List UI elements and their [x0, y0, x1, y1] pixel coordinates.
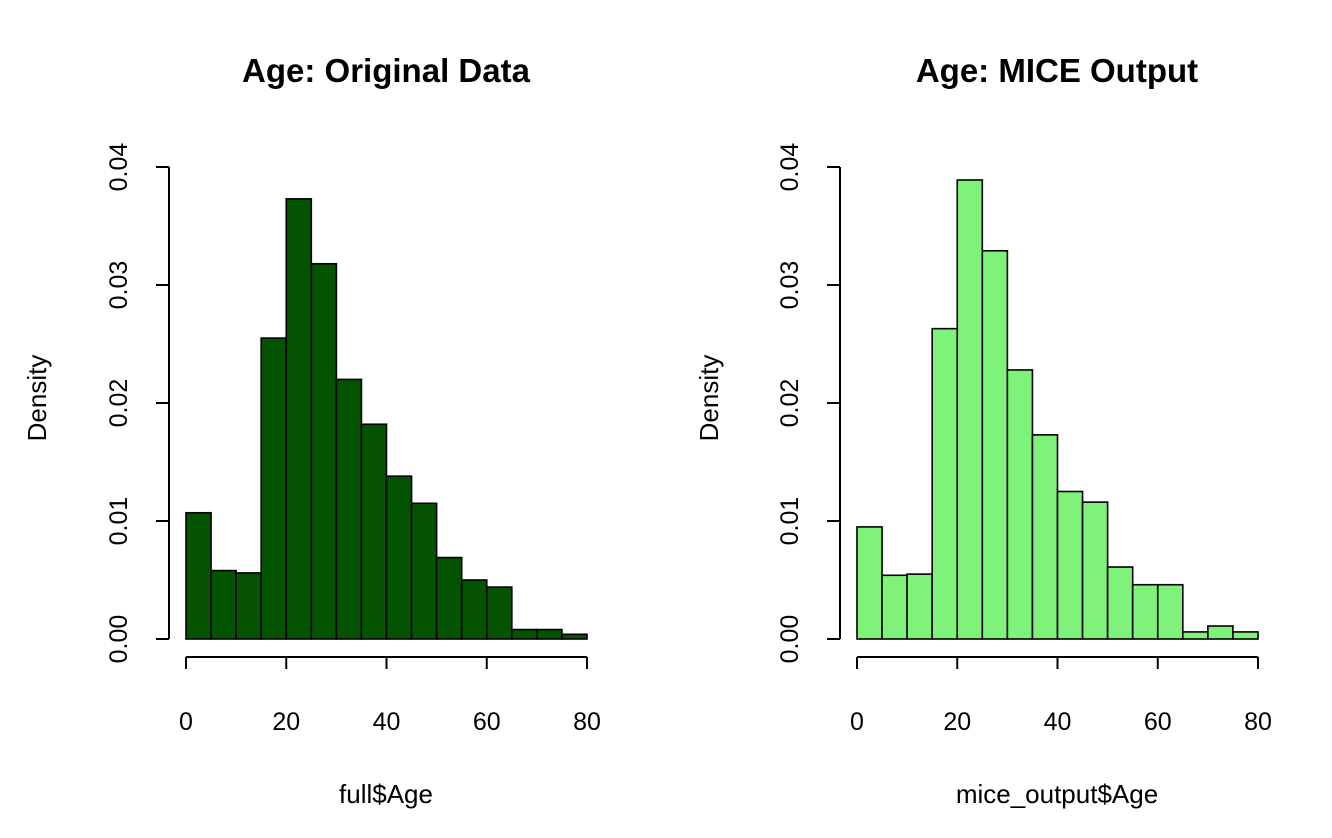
y-tick-label: 0.02 [105, 379, 133, 428]
x-tick-label: 40 [373, 708, 401, 736]
y-tick-label: 0.03 [776, 261, 804, 310]
histogram-bar [310, 262, 338, 640]
panel-original-data: 0.00 0.01 0.02 0.03 0.04 0 20 40 60 80 Age: Origin… [22, 52, 601, 809]
histogram-bar [981, 249, 1009, 640]
y-tick-label: 0.02 [776, 379, 804, 428]
histogram-bar [561, 633, 588, 640]
histogram-bar [460, 579, 488, 640]
chart-title: Age: MICE Output [916, 52, 1198, 89]
y-tick-label: 0.01 [776, 497, 804, 546]
x-tick-label: 20 [272, 708, 300, 736]
histogram-bar [410, 502, 438, 640]
x-tick-label: 80 [573, 708, 601, 736]
histogram-bar [210, 569, 237, 640]
histogram-bar [536, 628, 563, 640]
chart-title: Age: Original Data [242, 52, 531, 89]
y-tick-label: 0.00 [105, 615, 133, 664]
histogram-bar [511, 628, 538, 640]
histogram-bar [931, 327, 959, 640]
histogram-bar [906, 573, 933, 640]
y-axis-label: Density [22, 355, 52, 442]
y-tick-label: 0.01 [105, 497, 133, 546]
histogram-bar [360, 423, 388, 640]
histogram-bar [1006, 369, 1034, 640]
y-tick-label: 0.03 [105, 261, 133, 310]
histogram-bar [956, 179, 984, 640]
histogram-bar [881, 574, 908, 640]
x-tick-label: 60 [1144, 708, 1172, 736]
x-tick-label: 80 [1244, 708, 1272, 736]
histogram-bar [185, 511, 212, 640]
histogram-bar [1056, 490, 1084, 640]
histogram-bar [1131, 583, 1159, 640]
x-tick-label: 40 [1044, 708, 1072, 736]
x-tick-label: 0 [850, 708, 864, 736]
y-axis-label: Density [694, 355, 724, 442]
histogram-bar [260, 337, 288, 640]
histogram-bar [335, 378, 363, 640]
histogram-bar [385, 475, 413, 640]
histogram-bar [285, 198, 313, 640]
y-tick-label: 0.04 [776, 143, 804, 192]
histogram-bar [1081, 501, 1109, 640]
histogram-bar [1232, 631, 1259, 640]
x-axis-label: mice_output$Age [956, 779, 1158, 809]
histogram-bar [485, 586, 513, 640]
histogram-bar [1106, 566, 1134, 640]
histogram-bar [1207, 625, 1234, 640]
histogram-bar [1031, 434, 1059, 640]
panel-mice-output: 0.00 0.01 0.02 0.03 0.04 0 20 40 60 80 Age: MICE O… [694, 52, 1272, 809]
histogram-bar [1182, 631, 1209, 640]
y-tick-label: 0.04 [105, 143, 133, 192]
y-tick-label: 0.00 [776, 615, 804, 664]
histogram-bar [235, 572, 262, 640]
histogram-bar [856, 526, 883, 640]
x-tick-label: 0 [179, 708, 193, 736]
x-tick-label: 60 [473, 708, 501, 736]
x-axis-label: full$Age [339, 779, 433, 809]
histogram-bar [1156, 583, 1184, 640]
x-tick-label: 20 [943, 708, 971, 736]
histogram-bar [435, 556, 463, 640]
